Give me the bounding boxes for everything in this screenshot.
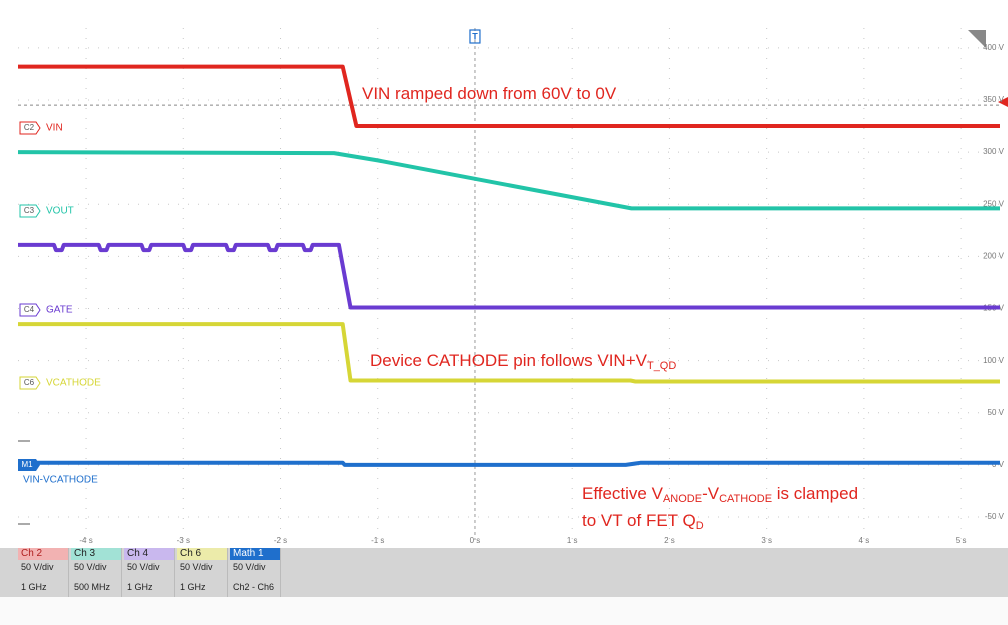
- y-tick-label: 50 V: [988, 408, 1005, 417]
- y-tick-label: 200 V: [983, 251, 1005, 260]
- annotation-subscript: ANODE: [663, 493, 702, 505]
- channel-setting: Ch2 - Ch6: [233, 582, 275, 592]
- x-tick-label: 1 s: [567, 536, 578, 545]
- annotation: VIN ramped down from 60V to 0V: [362, 84, 617, 103]
- annotation-text: to VT of FET Q: [582, 511, 696, 530]
- annotation-text: Effective V: [582, 484, 664, 503]
- level-arrow: [998, 97, 1008, 107]
- channel-badge: [19, 204, 41, 218]
- channel-box[interactable]: Math 1 50 V/div Ch2 - Ch6: [230, 548, 281, 597]
- channel-box[interactable]: Ch 6 50 V/div 1 GHz: [177, 548, 228, 597]
- annotation: Effective VANODE-VCATHODE is clamped: [582, 484, 858, 504]
- y-tick-label: 400 V: [983, 43, 1005, 52]
- channel-header: Math 1: [230, 548, 280, 560]
- trace: [18, 322, 1000, 384]
- annotation-text: is clamped: [772, 484, 858, 503]
- channel-setting: 500 MHz: [74, 582, 111, 592]
- trace: [18, 242, 1000, 310]
- channel-setting: 1 GHz: [180, 582, 206, 592]
- x-tick-label: 2 s: [664, 536, 675, 545]
- trace: [18, 460, 1000, 467]
- trace-name: VIN: [46, 123, 63, 134]
- display-background: [0, 0, 1008, 548]
- channel-badge-label: M1: [21, 460, 33, 469]
- channel-badge-label: C2: [24, 123, 35, 132]
- x-tick-label: -3 s: [177, 536, 190, 545]
- annotation-subscript: CATHODE: [719, 493, 772, 505]
- channel-badge: [19, 376, 41, 390]
- channel-box[interactable]: Ch 4 50 V/div 1 GHz: [124, 548, 175, 597]
- channel-header: Ch 6: [177, 548, 227, 560]
- channel-badge-label: C3: [24, 206, 35, 215]
- channel-header: Ch 4: [124, 548, 174, 560]
- x-tick-label: 5 s: [956, 536, 967, 545]
- annotation-text: VIN ramped down from 60V to 0V: [362, 84, 617, 103]
- y-tick-label: 350 V: [983, 95, 1005, 104]
- channel-setting: 50 V/div: [21, 562, 54, 572]
- channel-header: Ch 3: [71, 548, 121, 560]
- channel-badge: [19, 303, 41, 317]
- channel-box[interactable]: Ch 2 50 V/div 1 GHz: [18, 548, 69, 597]
- trace-name: VIN-VCATHODE: [23, 475, 98, 486]
- annotation-subscript: D: [696, 520, 704, 532]
- y-tick-label: 300 V: [983, 147, 1005, 156]
- channel-badge: [19, 121, 41, 135]
- x-tick-label: -2 s: [274, 536, 287, 545]
- y-tick-label: 250 V: [983, 199, 1005, 208]
- x-tick-label: -1 s: [371, 536, 384, 545]
- x-tick-label: -4 s: [79, 536, 92, 545]
- trigger-icon: [469, 29, 481, 44]
- trace: [18, 64, 1000, 128]
- channel-badge-label: C6: [24, 378, 35, 387]
- corner-icon: [968, 30, 986, 48]
- channel-setting: 50 V/div: [233, 562, 266, 572]
- x-tick-label: 0 s: [470, 536, 481, 545]
- channel-setting: 1 GHz: [21, 582, 47, 592]
- x-tick-label: 4 s: [859, 536, 870, 545]
- trace-name: VCATHODE: [46, 378, 101, 389]
- trace: [17, 150, 1000, 211]
- channel-box[interactable]: Ch 3 50 V/div 500 MHz: [71, 548, 122, 597]
- annotation: Device CATHODE pin follows VIN+VT_QD: [370, 351, 676, 371]
- x-tick-label: 3 s: [761, 536, 772, 545]
- trace-name: GATE: [46, 305, 73, 316]
- trigger-marker: T: [472, 31, 478, 41]
- channel-badge: [18, 459, 40, 471]
- channel-setting: 50 V/div: [127, 562, 160, 572]
- channel-setting: 50 V/div: [74, 562, 107, 572]
- annotation: to VT of FET QD: [582, 511, 704, 531]
- channel-badge-label: C4: [24, 305, 35, 314]
- trace-name: VOUT: [46, 206, 74, 217]
- y-tick-label: 100 V: [983, 356, 1005, 365]
- annotation-subscript: T_QD: [647, 360, 676, 372]
- annotation-text: -V: [702, 484, 720, 503]
- y-tick-label: -50 V: [985, 512, 1005, 521]
- channel-setting: 1 GHz: [127, 582, 153, 592]
- channel-setting: 50 V/div: [180, 562, 213, 572]
- channel-panel: Ch 2 50 V/div 1 GHz Ch 3 50 V/div 500 MHz Ch 4…: [0, 548, 1008, 597]
- annotation-text: Device CATHODE pin follows VIN+V: [370, 351, 648, 370]
- channel-header: Ch 2: [18, 548, 68, 560]
